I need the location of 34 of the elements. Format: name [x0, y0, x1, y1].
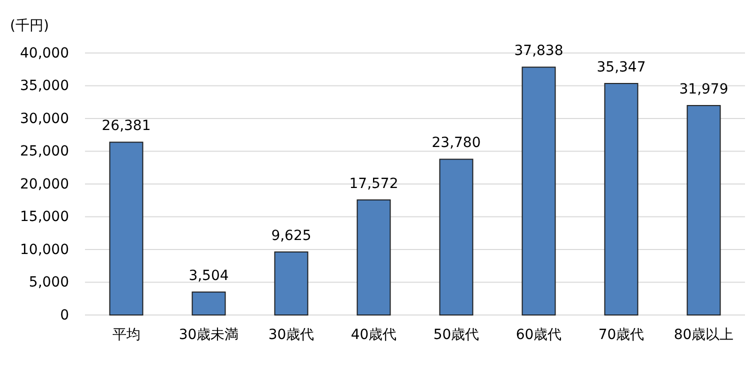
x-tick-label: 80歳以上 [674, 326, 734, 343]
bar [109, 142, 144, 316]
x-tick-label: 30歳代 [268, 326, 314, 343]
y-tick-label: 15,000 [20, 209, 69, 226]
data-label: 3,504 [188, 268, 229, 284]
x-tick-label: 40歳代 [350, 326, 397, 343]
bar [192, 292, 226, 316]
bar [439, 158, 474, 316]
data-label: 26,381 [102, 118, 151, 134]
x-tick-label: 50歳代 [433, 326, 480, 343]
y-tick-label: 5,000 [28, 274, 69, 291]
y-tick-label: 35,000 [20, 78, 69, 94]
bar [356, 199, 391, 316]
data-label: 9,625 [271, 228, 312, 244]
bar [604, 82, 638, 316]
y-tick-label: 30,000 [20, 110, 69, 127]
data-label: 37,838 [514, 43, 564, 60]
y-tick-label: 0 [60, 307, 69, 324]
x-tick-label: 70歳代 [598, 326, 644, 343]
y-tick-label: 25,000 [20, 144, 69, 160]
data-label: 23,780 [432, 135, 481, 152]
y-tick-label: 20,000 [20, 176, 69, 192]
data-label: 31,979 [679, 82, 728, 98]
y-tick-label: 10,000 [20, 242, 69, 258]
data-label: 35,347 [596, 59, 646, 76]
y-axis-title: (千円) [10, 18, 49, 34]
x-tick-label: 30歳未満 [178, 326, 239, 343]
bar [686, 105, 721, 316]
y-tick-label: 40,000 [20, 45, 69, 62]
data-label: 17,572 [349, 176, 398, 192]
bar [274, 251, 308, 316]
x-tick-label: 60歳代 [516, 326, 562, 343]
bar [522, 66, 556, 316]
x-tick-label: 平均 [112, 326, 140, 343]
